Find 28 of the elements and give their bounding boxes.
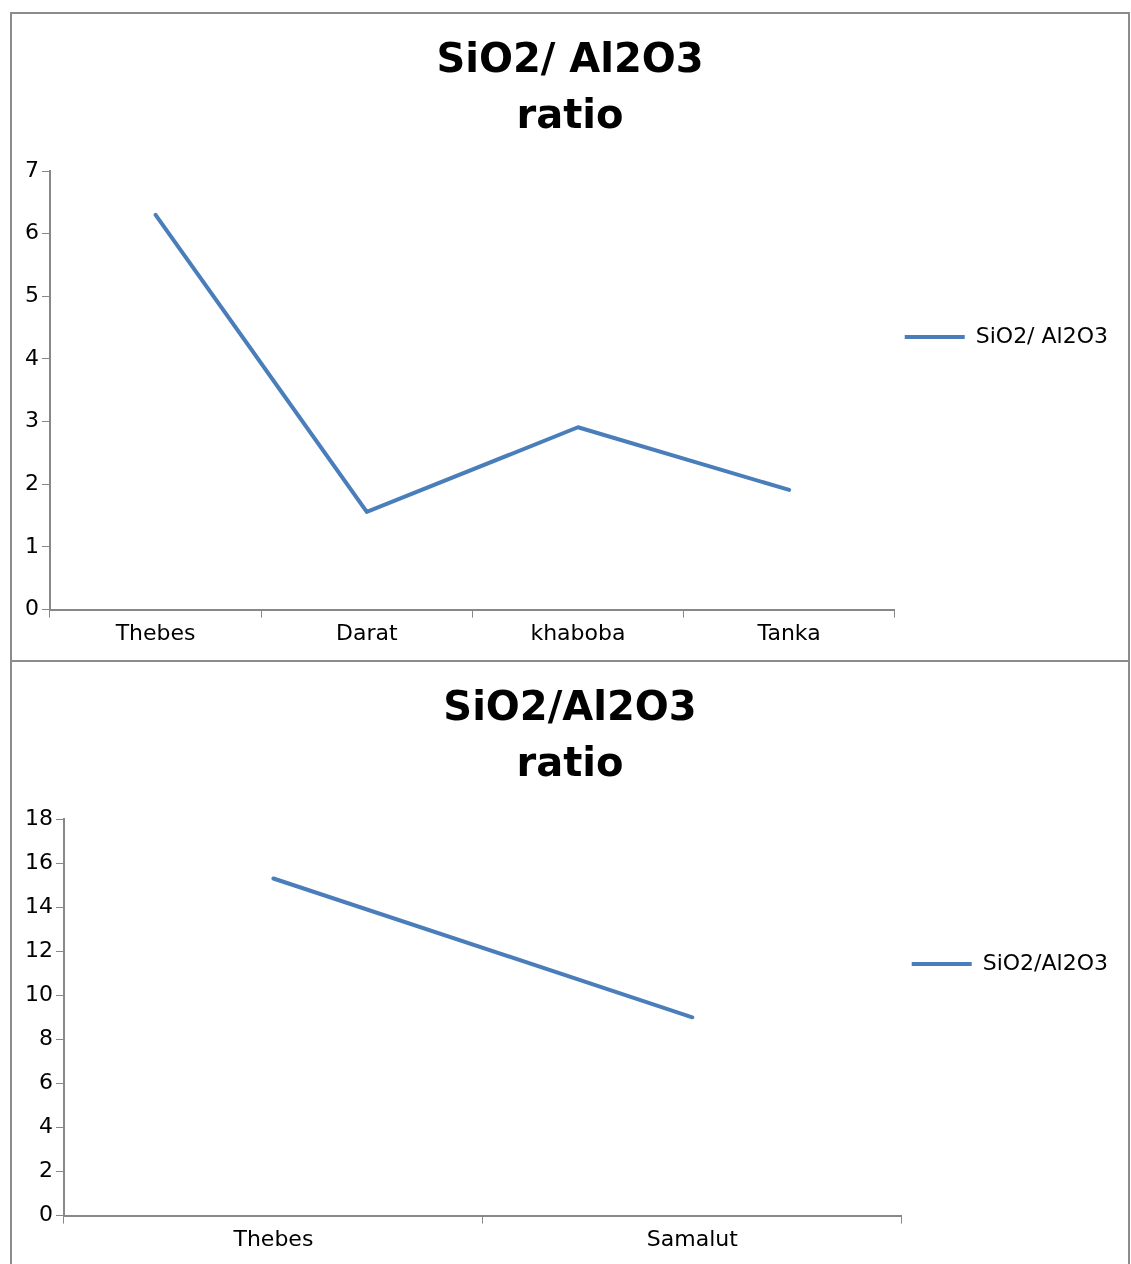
y-tick-label: 1 [25, 532, 39, 558]
legend-label: SiO2/Al2O3 [982, 949, 1109, 975]
x-tick-label: Samalut [646, 1225, 739, 1251]
x-tick-label: Thebes [114, 619, 196, 645]
y-tick-label: 8 [38, 1025, 53, 1051]
y-tick-label: 14 [24, 892, 53, 918]
y-tick-label: 6 [38, 1069, 53, 1095]
y-tick-label: 4 [38, 1113, 53, 1139]
legend-label: SiO2/ Al2O3 [975, 322, 1109, 348]
y-tick-label: 18 [24, 804, 53, 830]
y-tick-label: 7 [25, 156, 39, 182]
y-tick-label: 16 [24, 848, 53, 874]
y-tick-label: 0 [25, 595, 39, 621]
x-tick-label: khaboba [530, 619, 626, 645]
y-tick-label: 2 [25, 470, 39, 495]
chart-title: SiO2/Al2O3 ratio [443, 683, 697, 786]
y-tick-label: 4 [25, 344, 39, 370]
x-tick-label: Tanka [756, 619, 821, 645]
y-tick-label: 12 [24, 936, 53, 962]
y-tick-label: 3 [25, 407, 39, 433]
y-tick-label: 0 [38, 1201, 53, 1227]
y-tick-label: 10 [24, 980, 53, 1006]
x-tick-label: Darat [335, 619, 398, 645]
y-tick-label: 6 [25, 219, 39, 245]
y-tick-label: 5 [25, 282, 39, 308]
x-tick-label: Thebes [232, 1225, 314, 1251]
chart-title: SiO2/ Al2O3 ratio [436, 35, 704, 138]
y-tick-label: 2 [38, 1157, 53, 1183]
